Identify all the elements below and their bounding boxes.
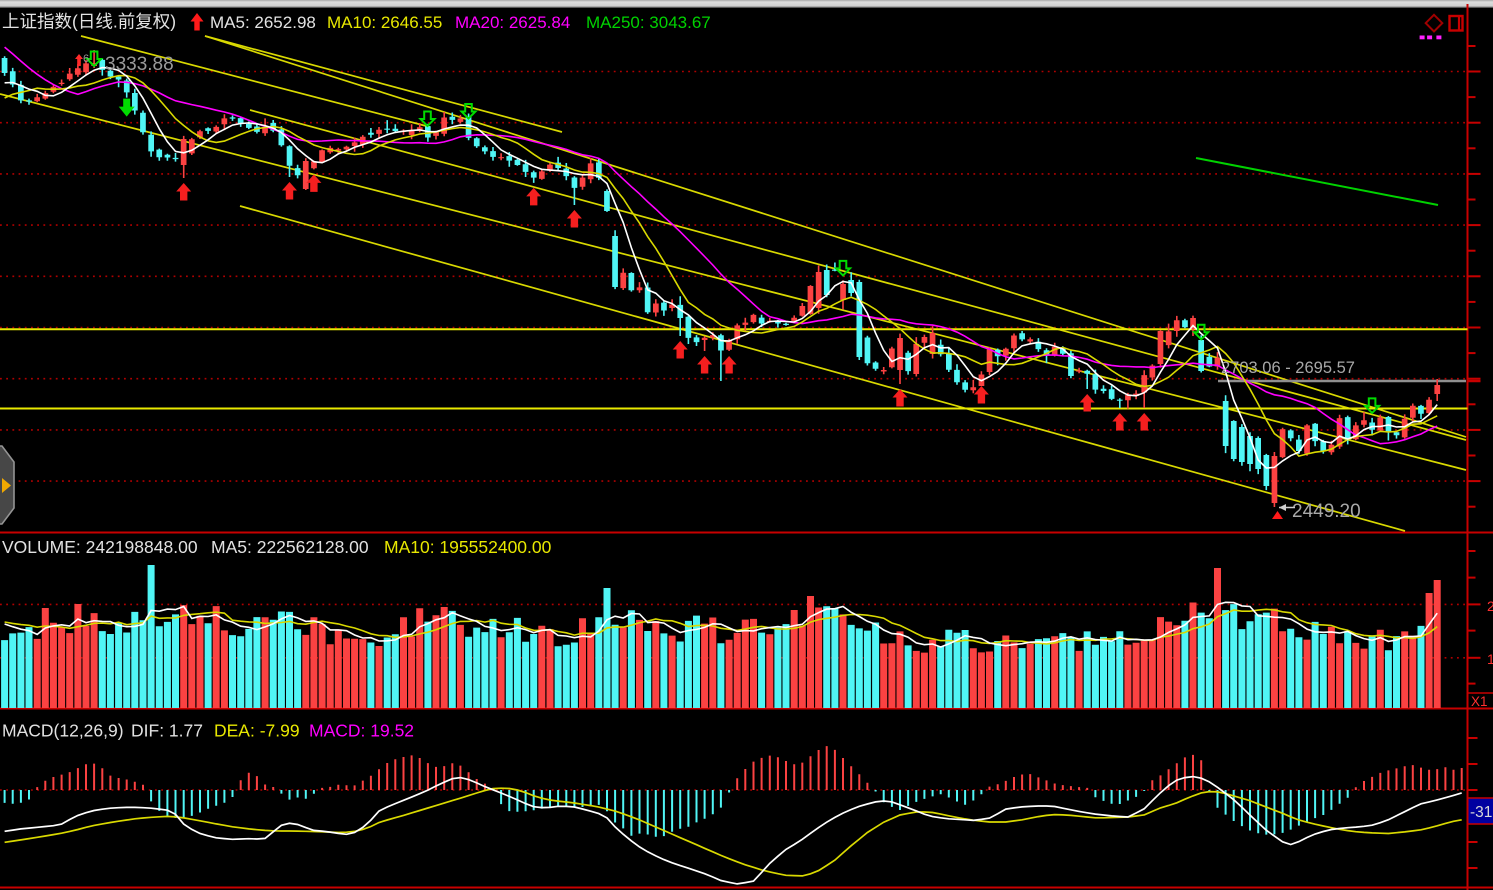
svg-text:MA5: 222562128.00: MA5: 222562128.00 xyxy=(211,537,369,557)
svg-text:MA250: 3043.67: MA250: 3043.67 xyxy=(586,13,711,32)
svg-text:MA20: 2625.84: MA20: 2625.84 xyxy=(455,13,570,32)
svg-text:3333.88: 3333.88 xyxy=(105,54,174,75)
svg-text:DEA: -7.99: DEA: -7.99 xyxy=(214,721,300,741)
svg-text:6: 6 xyxy=(83,53,89,65)
svg-text:-31: -31 xyxy=(1470,804,1492,821)
svg-text:MA10: 2646.55: MA10: 2646.55 xyxy=(327,13,442,32)
svg-text:2449.20: 2449.20 xyxy=(1292,501,1361,522)
svg-text:VOLUME: 242198848.00: VOLUME: 242198848.00 xyxy=(2,537,198,557)
svg-text:DIF: 1.77: DIF: 1.77 xyxy=(131,721,203,741)
svg-text:MACD: 19.52: MACD: 19.52 xyxy=(309,721,414,741)
svg-text:上证指数(日线.前复权): 上证指数(日线.前复权) xyxy=(2,12,176,32)
svg-text:MA10: 195552400.00: MA10: 195552400.00 xyxy=(384,537,552,557)
svg-text:MA5: 2652.98: MA5: 2652.98 xyxy=(210,13,316,32)
svg-text:1: 1 xyxy=(1487,651,1493,667)
svg-text:MACD(12,26,9): MACD(12,26,9) xyxy=(2,721,124,741)
svg-text:X1: X1 xyxy=(1471,694,1488,709)
svg-text:2: 2 xyxy=(1487,598,1493,614)
svg-text:2703.06 - 2695.57: 2703.06 - 2695.57 xyxy=(1221,359,1355,377)
